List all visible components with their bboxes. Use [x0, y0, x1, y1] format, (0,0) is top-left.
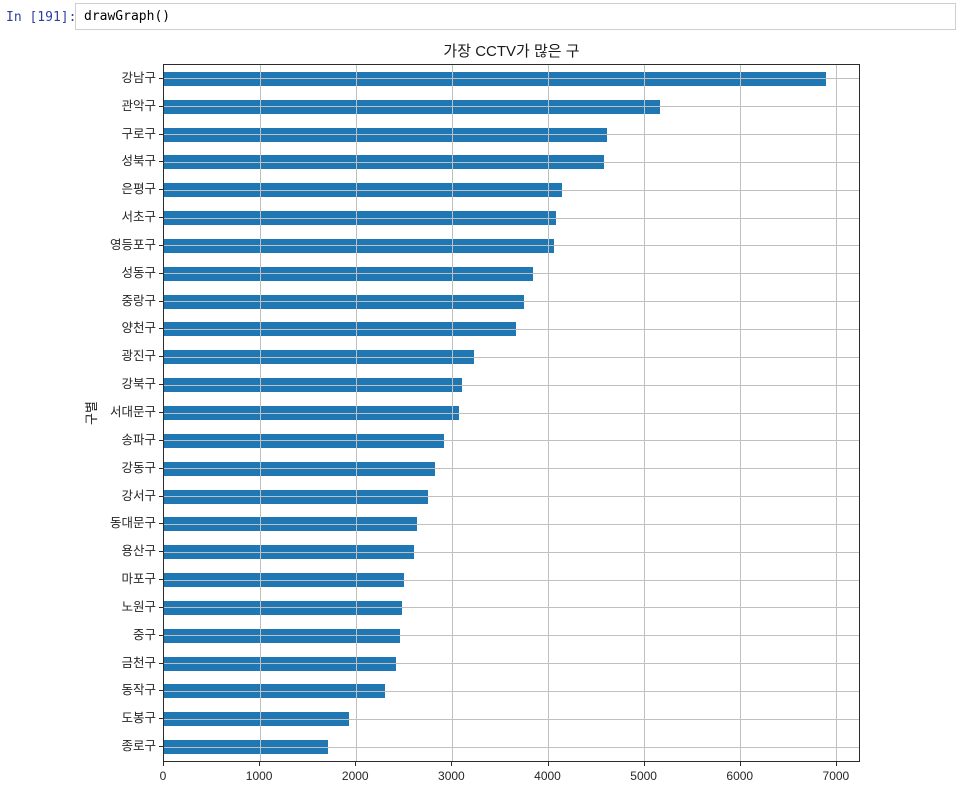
gridline-horizontal: [164, 217, 859, 219]
x-tick-label: 5000: [630, 769, 657, 783]
gridline-horizontal: [164, 412, 859, 414]
y-tick-mark: [159, 133, 163, 135]
y-tick-mark: [159, 272, 163, 274]
y-tick-label: 노원구: [121, 599, 156, 614]
y-tick-label: 종로구: [121, 739, 156, 754]
y-tick-label: 서대문구: [109, 405, 156, 419]
x-tick-label: 4000: [534, 769, 561, 783]
gridline-horizontal: [164, 468, 859, 470]
y-tick-mark: [159, 161, 163, 163]
gridline-horizontal: [164, 78, 859, 80]
y-tick-label: 강남구: [121, 70, 156, 85]
y-tick-mark: [159, 746, 163, 748]
y-tick-label: 성북구: [121, 154, 156, 169]
y-tick-label: 금천구: [121, 655, 156, 670]
y-tick-mark: [159, 77, 163, 79]
y-tick-label: 구로구: [121, 126, 156, 141]
y-tick-label: 송파구: [121, 432, 156, 447]
y-tick-mark: [159, 579, 163, 581]
gridline-horizontal: [164, 663, 859, 665]
x-tick-label: 6000: [726, 769, 754, 783]
gridline-horizontal: [164, 301, 859, 303]
y-tick-mark: [159, 467, 163, 469]
y-tick-mark: [159, 384, 163, 386]
gridline-horizontal: [164, 718, 859, 720]
gridline-horizontal: [164, 245, 859, 247]
chart-figure: 가장 CCTV가 많은 구 구별 0 1000 2000 3000 4000 5000 60…: [0, 36, 961, 785]
y-tick-mark: [159, 105, 163, 107]
y-tick-mark: [159, 718, 163, 720]
y-tick-mark: [159, 551, 163, 553]
y-tick-label: 중구: [132, 627, 156, 642]
y-tick-label: 서초구: [121, 210, 156, 225]
y-tick-label: 동작구: [121, 683, 156, 698]
x-tick-label: 3000: [438, 769, 465, 783]
y-tick-mark: [159, 495, 163, 497]
y-tick-mark: [159, 328, 163, 330]
gridline-horizontal: [164, 635, 859, 637]
y-tick-mark: [159, 356, 163, 358]
chart-title: 가장 CCTV가 많은 구: [443, 43, 580, 60]
gridline-horizontal: [164, 523, 859, 525]
gridline-horizontal: [164, 328, 859, 330]
y-tick-mark: [159, 634, 163, 636]
y-tick-mark: [159, 662, 163, 664]
x-tick-mark: [259, 762, 261, 766]
y-tick-label: 광진구: [121, 349, 156, 364]
y-tick-label: 도봉구: [121, 711, 156, 726]
x-tick-mark: [163, 762, 164, 766]
y-tick-mark: [159, 606, 163, 608]
gridline-horizontal: [164, 690, 859, 692]
gridline-horizontal: [164, 551, 859, 553]
y-tick-label: 마포구: [121, 572, 156, 587]
gridline-horizontal: [164, 106, 859, 108]
x-tick-mark: [643, 762, 645, 766]
gridline-horizontal: [164, 440, 859, 442]
y-tick-mark: [159, 300, 163, 302]
y-tick-mark: [159, 439, 163, 441]
gridline-horizontal: [164, 189, 859, 191]
y-tick-label: 성동구: [121, 265, 156, 280]
y-tick-mark: [159, 412, 163, 413]
gridline-horizontal: [164, 384, 859, 386]
gridline-horizontal: [164, 356, 859, 358]
code-input[interactable]: drawGraph(): [75, 3, 956, 30]
y-tick-label: 중랑구: [121, 293, 156, 308]
y-tick-label: 강북구: [121, 377, 156, 392]
x-tick-mark: [739, 762, 741, 766]
y-tick-label: 은평구: [121, 182, 156, 197]
y-tick-mark: [159, 244, 163, 246]
x-tick-mark: [835, 762, 837, 766]
code-text: drawGraph(): [84, 9, 171, 24]
y-tick-label: 강동구: [121, 460, 156, 475]
gridline-horizontal: [164, 161, 859, 163]
x-tick-label: 0: [159, 769, 167, 783]
y-tick-mark: [159, 523, 163, 525]
x-tick-mark: [547, 762, 549, 766]
y-tick-label: 강서구: [121, 488, 156, 503]
plot-area: [163, 64, 860, 762]
x-tick-mark: [451, 762, 453, 766]
y-tick-label: 용산구: [121, 544, 156, 559]
y-tick-label: 양천구: [121, 321, 156, 336]
gridline-horizontal: [164, 273, 859, 275]
x-tick-label: 1000: [245, 769, 273, 783]
y-tick-mark: [159, 189, 163, 191]
gridline-horizontal: [164, 134, 859, 136]
y-tick-label: 동대문구: [109, 516, 156, 531]
y-tick-label: 영등포구: [109, 237, 156, 252]
y-tick-label: 관악구: [121, 98, 156, 113]
gridline-horizontal: [164, 496, 859, 498]
gridline-horizontal: [164, 607, 859, 609]
x-tick-label: 7000: [822, 769, 850, 783]
x-tick-label: 2000: [341, 769, 369, 783]
gridline-horizontal: [164, 746, 859, 748]
y-tick-mark: [159, 217, 163, 219]
gridline-horizontal: [164, 579, 859, 581]
x-tick-mark: [355, 762, 357, 766]
y-tick-mark: [159, 690, 163, 692]
input-prompt: In [191]:: [6, 10, 77, 25]
